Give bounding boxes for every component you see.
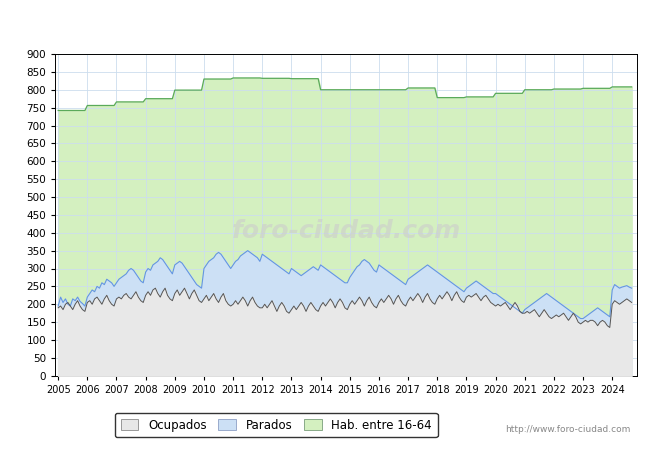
- Legend: Ocupados, Parados, Hab. entre 16-64: Ocupados, Parados, Hab. entre 16-64: [115, 413, 437, 437]
- Text: http://www.foro-ciudad.com: http://www.foro-ciudad.com: [505, 425, 630, 434]
- Text: Tous - Evolucion de la poblacion en edad de Trabajar Septiembre de 2024: Tous - Evolucion de la poblacion en edad…: [50, 17, 600, 30]
- Text: foro-ciudad.com: foro-ciudad.com: [231, 219, 461, 243]
